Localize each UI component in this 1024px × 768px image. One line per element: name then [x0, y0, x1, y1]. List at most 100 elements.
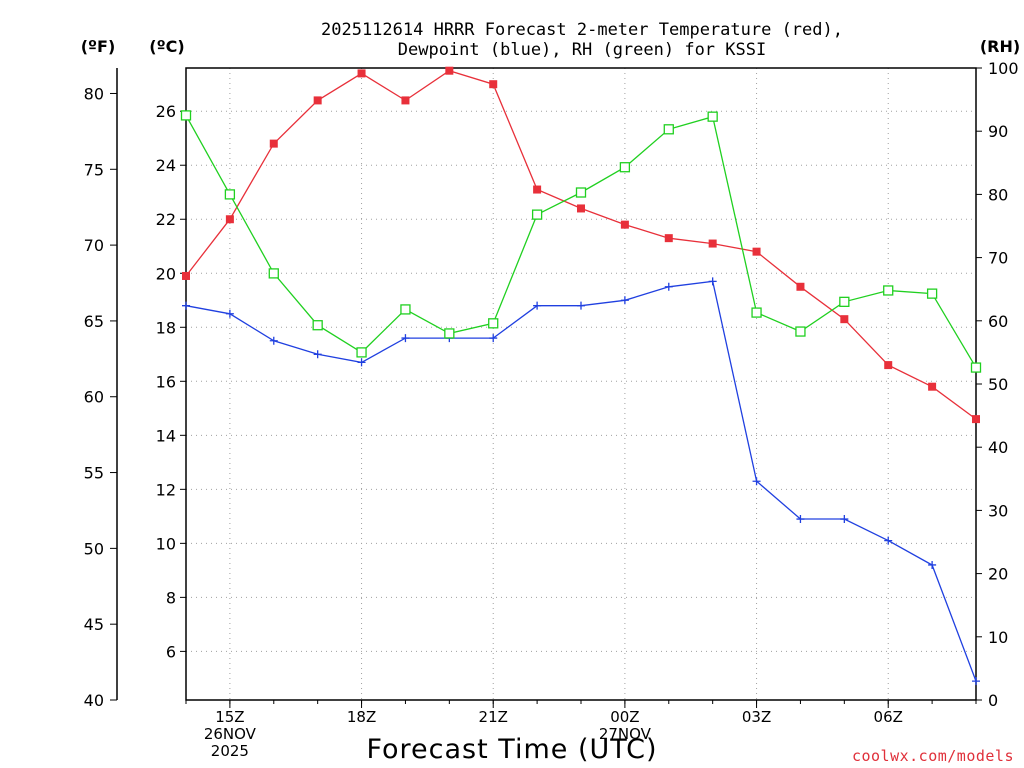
rh-point	[575, 187, 587, 198]
rh-tick-label: 20	[988, 565, 1008, 584]
credit-link[interactable]: coolwx.com/models	[852, 747, 1014, 765]
time-tick-label: 18Z	[347, 708, 376, 726]
dewpoint-point	[928, 560, 937, 569]
time-tick-label: 26NOV	[204, 725, 257, 743]
temperature-point	[577, 204, 585, 213]
gridlines	[186, 68, 976, 700]
rh-tick-label: 70	[988, 249, 1008, 268]
fahrenheit-tick-label: 50	[84, 539, 104, 558]
rh-tick-label: 30	[988, 501, 1008, 520]
rh-point	[312, 320, 323, 331]
temperature-point	[928, 382, 937, 391]
rh-point	[751, 307, 762, 318]
dewpoint-point	[752, 477, 761, 486]
celsius-tick-label: 8	[166, 588, 176, 607]
temperature-point	[489, 80, 498, 89]
temperature-point	[884, 361, 893, 370]
dewpoint-line	[185, 280, 977, 682]
fahrenheit-tick-label: 75	[84, 160, 104, 179]
dewpoint-point	[533, 301, 542, 310]
rh-unit-label: (RH)	[980, 37, 1020, 56]
rh-point	[707, 111, 718, 122]
rh-point	[488, 318, 499, 329]
temperature-point	[225, 215, 234, 224]
rh-point	[400, 304, 411, 315]
rh-point	[180, 110, 192, 121]
rh-point	[531, 209, 543, 220]
dewpoint-point	[708, 277, 717, 286]
temperature-point	[269, 139, 278, 148]
series-group	[180, 66, 982, 686]
temperature-point	[796, 282, 805, 291]
fahrenheit-tick-label: 70	[84, 236, 104, 255]
dewpoint-point	[225, 309, 234, 318]
temperature-point	[620, 220, 629, 229]
fahrenheit-tick-label: 40	[84, 691, 104, 710]
rh-tick-label: 10	[988, 628, 1008, 647]
rh-point	[444, 328, 455, 339]
temperature-point	[840, 315, 849, 324]
celsius-tick-label: 18	[156, 318, 176, 337]
time-tick-label: 06Z	[874, 708, 903, 726]
chart-title-line1: 2025112614 HRRR Forecast 2-meter Tempera…	[321, 20, 843, 40]
celsius-tick-label: 14	[156, 426, 176, 445]
dewpoint-point	[840, 515, 849, 524]
rh-point	[926, 288, 938, 299]
temperature-point	[357, 69, 366, 78]
rh-point	[663, 124, 674, 135]
celsius-tick-label: 22	[156, 210, 176, 229]
x-axis-label: Forecast Time (UTC)	[366, 734, 657, 765]
rh-tick-label: 0	[988, 691, 998, 710]
temperature-point	[313, 96, 322, 105]
dewpoint-point	[664, 282, 673, 291]
rh-tick-label: 40	[988, 438, 1008, 457]
celsius-tick-label: 26	[156, 102, 176, 121]
rh-tick-label: 50	[988, 375, 1008, 394]
temperature-point	[445, 66, 454, 75]
fahrenheit-tick-label: 65	[84, 312, 104, 331]
fahrenheit-tick-label: 60	[84, 388, 104, 407]
temperature-point	[401, 96, 410, 105]
dewpoint-point	[620, 296, 629, 305]
celsius-tick-label: 10	[156, 534, 176, 553]
plot-frame	[185, 67, 977, 701]
temperature-point	[708, 239, 717, 248]
dewpoint-point	[357, 358, 366, 367]
fahrenheit-axis: 40 45 50 55 60 65 70 75 80	[84, 84, 117, 710]
fahrenheit-unit-label: (ºF)	[81, 37, 116, 56]
temperature-point	[182, 271, 190, 280]
rh-tick-label: 100	[988, 59, 1019, 78]
fahrenheit-tick-label: 45	[84, 615, 104, 634]
rh-point	[839, 296, 850, 307]
dewpoint-point	[401, 334, 410, 343]
rh-point	[970, 362, 982, 373]
time-tick-label: 2025	[211, 742, 249, 760]
dewpoint-point	[269, 336, 278, 345]
dewpoint-point	[313, 350, 322, 359]
chart-title-line2: Dewpoint (blue), RH (green) for KSSI	[398, 40, 766, 60]
rh-tick-label: 60	[988, 312, 1008, 331]
time-tick-label: 27NOV	[599, 725, 652, 743]
rh-point	[356, 347, 367, 358]
celsius-tick-label: 20	[156, 264, 176, 283]
rh-point	[795, 326, 806, 337]
temperature-line	[185, 69, 977, 420]
rh-point	[883, 285, 894, 296]
dewpoint-point	[182, 301, 190, 310]
time-tick-label: 03Z	[742, 708, 771, 726]
rh-point	[224, 189, 236, 200]
fahrenheit-tick-label: 80	[84, 84, 104, 103]
rh-line	[185, 115, 977, 368]
rh-axis: 0 10 20 30 40 50 60 70 80 90 100	[976, 59, 1019, 710]
rh-tick-label: 80	[988, 185, 1008, 204]
celsius-unit-label: (ºC)	[149, 37, 184, 56]
temperature-point	[533, 185, 542, 194]
time-tick-label: 15Z	[215, 708, 244, 726]
time-tick-label: 21Z	[479, 708, 508, 726]
temperature-point	[664, 234, 673, 243]
dewpoint-point	[577, 301, 585, 310]
celsius-axis: 6 8 10 12 14 16 18 20 22 24 26	[156, 102, 186, 661]
celsius-tick-label: 12	[156, 480, 176, 499]
